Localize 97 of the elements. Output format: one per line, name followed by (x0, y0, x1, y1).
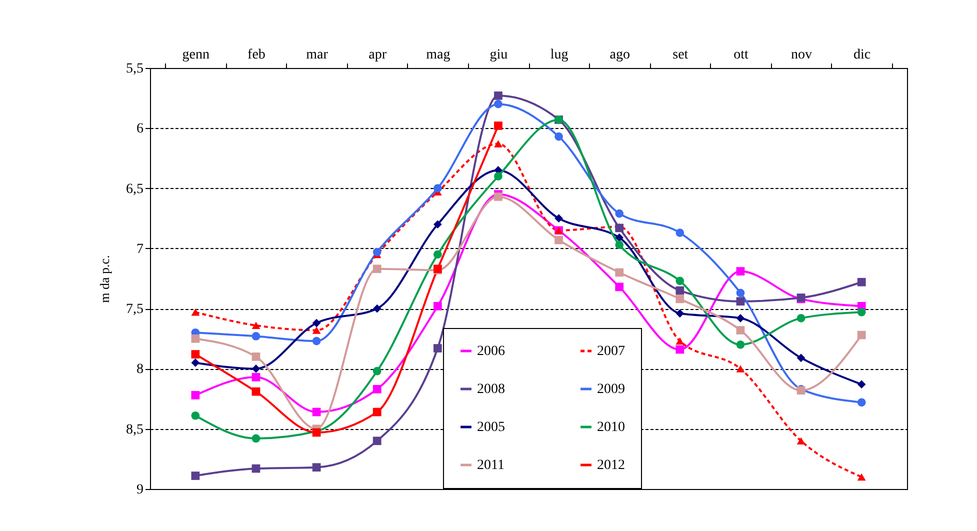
point (191, 472, 200, 480)
point (372, 408, 382, 416)
point (857, 278, 866, 286)
x-tick-label: giu (490, 48, 508, 62)
legend-label: 2010 (597, 420, 625, 435)
point (615, 240, 624, 249)
x-tick-label: dic (854, 48, 871, 62)
point (857, 330, 866, 340)
point (312, 326, 321, 334)
point (615, 233, 624, 242)
point (615, 268, 624, 277)
point (252, 322, 260, 330)
y-tick-label: 6 (136, 122, 144, 137)
y-tick-label: 8,5 (126, 422, 144, 438)
point (676, 309, 684, 318)
legend-label: 2011 (477, 458, 504, 473)
point (372, 384, 382, 394)
point (736, 267, 745, 276)
y-tick-label: 5,5 (126, 62, 144, 76)
point (554, 132, 563, 141)
legend-label: 2006 (477, 344, 505, 359)
point (857, 308, 866, 316)
legend-label: 2009 (597, 382, 625, 397)
point (494, 192, 502, 201)
point (676, 286, 684, 295)
point (252, 464, 260, 473)
point (857, 380, 866, 389)
y-tick-label: 8 (136, 362, 144, 378)
point (433, 344, 442, 352)
point (252, 372, 260, 382)
point (372, 304, 382, 313)
y-tick-label: 9 (136, 482, 144, 498)
x-tick-label: apr (368, 48, 387, 62)
point (433, 302, 442, 310)
point (615, 209, 624, 218)
point (615, 282, 624, 292)
x-tick-label: ago (610, 48, 630, 62)
point (494, 122, 502, 130)
x-tick-label: nov (791, 48, 812, 62)
point (372, 264, 382, 274)
y-tick-label: 7 (136, 242, 144, 257)
point (676, 228, 684, 237)
point (676, 337, 684, 345)
point (252, 387, 260, 396)
point (372, 366, 382, 376)
point (494, 172, 502, 180)
legend-label: 2007 (597, 344, 625, 359)
x-tick-label: lug (550, 48, 568, 62)
point (312, 408, 321, 416)
legend-label: 2008 (477, 382, 505, 397)
point (433, 184, 442, 192)
point (191, 358, 200, 367)
x-tick-label: mar (306, 48, 328, 62)
point (372, 436, 382, 446)
y-tick-label: 6,5 (126, 182, 144, 197)
point (191, 350, 200, 358)
legend-label: 2012 (597, 458, 625, 473)
point (252, 332, 260, 340)
point (796, 314, 806, 322)
point (676, 294, 684, 304)
point (736, 326, 745, 334)
point (252, 352, 260, 361)
point (312, 318, 321, 328)
point (494, 100, 502, 108)
point (191, 308, 200, 316)
point (736, 288, 745, 298)
point (676, 276, 684, 286)
point (554, 214, 563, 223)
point (252, 434, 260, 443)
point (191, 390, 200, 400)
point (252, 364, 260, 373)
point (554, 236, 563, 244)
point (191, 334, 200, 343)
point (736, 297, 745, 306)
point (433, 220, 442, 229)
x-tick-label: set (672, 48, 688, 62)
point (676, 345, 684, 354)
point (857, 398, 866, 407)
y-axis-title: m da p.c. (97, 255, 112, 303)
point (433, 250, 442, 259)
point (312, 463, 321, 472)
point (736, 314, 745, 322)
x-tick-label: mag (426, 48, 450, 62)
point (312, 336, 321, 346)
point (191, 411, 200, 420)
x-tick-label: genn (182, 48, 210, 62)
legend-label: 2005 (477, 420, 505, 435)
point (796, 354, 806, 362)
point (494, 140, 502, 148)
point (857, 473, 866, 481)
point (494, 91, 502, 100)
point (736, 365, 745, 372)
x-tick-label: feb (248, 48, 266, 62)
point (736, 340, 745, 349)
y-tick-label: 7,5 (126, 302, 144, 318)
point (372, 248, 382, 256)
x-tick-label: ott (734, 48, 748, 62)
